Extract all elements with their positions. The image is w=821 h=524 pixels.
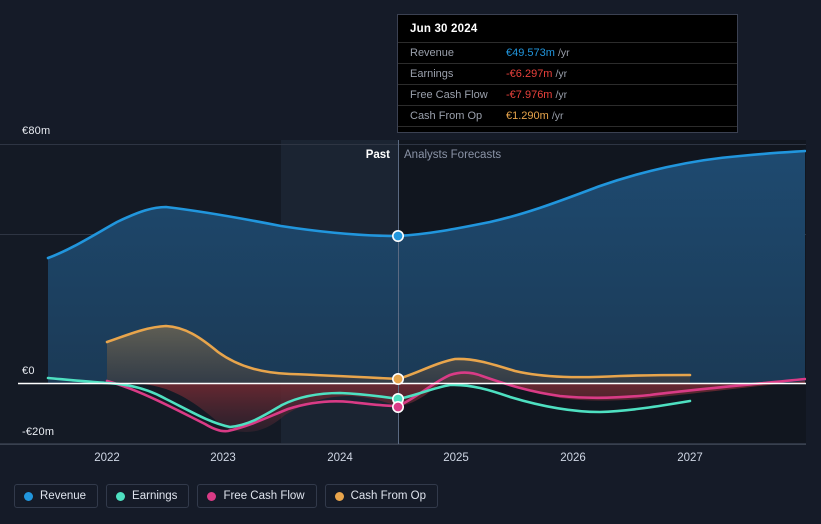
tooltip-row-value: €1.290m/yr bbox=[506, 105, 737, 127]
revenue-area bbox=[48, 151, 805, 383]
legend-item-cash-from-op[interactable]: Cash From Op bbox=[324, 484, 439, 508]
chart-plot-area[interactable] bbox=[0, 0, 821, 470]
tooltip-row-amount: €49.573m bbox=[506, 47, 555, 59]
tooltip-row-unit: /yr bbox=[555, 68, 568, 80]
chart-legend[interactable]: Revenue Earnings Free Cash Flow Cash From O… bbox=[14, 484, 439, 508]
hover-markers bbox=[391, 230, 404, 413]
analysts-forecasts-label: Analysts Forecasts bbox=[404, 149, 502, 161]
tooltip-row: Free Cash Flow -€7.976m/yr bbox=[398, 84, 737, 106]
tooltip-rows: Revenue €49.573m/yr Earnings -€6.297m/yr Fre… bbox=[398, 42, 737, 127]
x-axis-label-2025: 2025 bbox=[443, 452, 469, 464]
tooltip-row-amount: €1.290m bbox=[506, 110, 549, 122]
y-axis-label-80m: €80m bbox=[22, 125, 51, 137]
x-axis-label-2022: 2022 bbox=[94, 452, 120, 464]
legend-item-free-cash-flow[interactable]: Free Cash Flow bbox=[197, 484, 317, 508]
chart-tooltip: Jun 30 2024 Revenue €49.573m/yr Earnings -€… bbox=[397, 14, 738, 133]
legend-item-label: Earnings bbox=[132, 490, 178, 502]
tooltip-row-unit: /yr bbox=[551, 110, 564, 122]
tooltip-row-label: Free Cash Flow bbox=[398, 84, 506, 106]
tooltip-row: Revenue €49.573m/yr bbox=[398, 42, 737, 64]
tooltip-row-amount: -€6.297m bbox=[506, 68, 553, 80]
tooltip-row-unit: /yr bbox=[557, 47, 570, 59]
x-axis-label-2026: 2026 bbox=[560, 452, 586, 464]
free-cash-flow-line bbox=[105, 371, 806, 433]
tooltip-row-value: -€7.976m/yr bbox=[506, 84, 737, 106]
cash-from-op-marker bbox=[391, 372, 404, 385]
legend-swatch-icon bbox=[334, 491, 344, 501]
tooltip-row-label: Cash From Op bbox=[398, 105, 506, 127]
tooltip-row-unit: /yr bbox=[555, 89, 568, 101]
tooltip-row-value: €49.573m/yr bbox=[506, 42, 737, 64]
legend-swatch-icon bbox=[116, 491, 126, 501]
past-label: Past bbox=[365, 149, 390, 161]
tooltip-table: Revenue €49.573m/yr Earnings -€6.297m/yr Fre… bbox=[398, 42, 737, 127]
legend-swatch-icon bbox=[24, 491, 33, 501]
tooltip-row-value: -€6.297m/yr bbox=[506, 63, 737, 85]
tooltip-date: Jun 30 2024 bbox=[410, 23, 478, 35]
y-axis-label-minus-20m: -€20m bbox=[22, 426, 55, 438]
tooltip-row-label: Earnings bbox=[398, 63, 506, 85]
legend-item-earnings[interactable]: Earnings bbox=[106, 484, 190, 508]
tooltip-row-label: Revenue bbox=[398, 42, 506, 64]
legend-item-label: Revenue bbox=[40, 490, 87, 502]
earnings-line bbox=[46, 376, 692, 429]
tooltip-row: Cash From Op €1.290m/yr bbox=[398, 105, 737, 127]
legend-item-revenue[interactable]: Revenue bbox=[14, 484, 99, 508]
x-axis-label-2024: 2024 bbox=[327, 452, 353, 464]
legend-item-label: Free Cash Flow bbox=[223, 490, 305, 502]
legend-item-label: Cash From Op bbox=[350, 490, 427, 502]
y-axis-label-0: €0 bbox=[22, 365, 35, 377]
negative-area-fill bbox=[107, 373, 805, 432]
x-axis-label-2027: 2027 bbox=[677, 452, 703, 464]
revenue-marker bbox=[391, 230, 404, 243]
x-axis-label-2023: 2023 bbox=[210, 452, 236, 464]
tooltip-row: Earnings -€6.297m/yr bbox=[398, 63, 737, 85]
free-cash-flow-marker bbox=[391, 400, 404, 413]
tooltip-row-amount: -€7.976m bbox=[506, 89, 553, 101]
legend-swatch-icon bbox=[207, 491, 217, 501]
